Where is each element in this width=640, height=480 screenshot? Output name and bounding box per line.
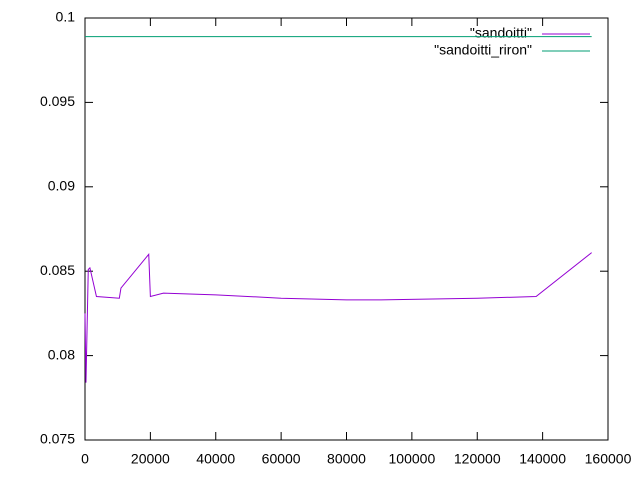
y-tick-label: 0.095 (40, 93, 75, 109)
x-tick-label: 20000 (131, 451, 170, 467)
x-tick-label: 160000 (585, 451, 632, 467)
series-line (84, 252, 592, 383)
x-tick-label: 140000 (519, 451, 566, 467)
x-tick-label: 60000 (262, 451, 301, 467)
y-tick-label: 0.075 (40, 431, 75, 447)
legend-label: "sandoitti_riron" (434, 42, 532, 58)
legend-label: "sandoitti" (470, 25, 532, 41)
x-tick-label: 100000 (389, 451, 436, 467)
x-tick-label: 120000 (454, 451, 501, 467)
x-tick-label: 0 (81, 451, 89, 467)
y-tick-label: 0.08 (48, 346, 75, 362)
x-tick-label: 80000 (327, 451, 366, 467)
y-tick-label: 0.085 (40, 262, 75, 278)
x-tick-label: 40000 (196, 451, 235, 467)
plot-frame (84, 17, 609, 441)
y-tick-label: 0.09 (48, 178, 75, 194)
y-tick-label: 0.1 (56, 9, 76, 25)
